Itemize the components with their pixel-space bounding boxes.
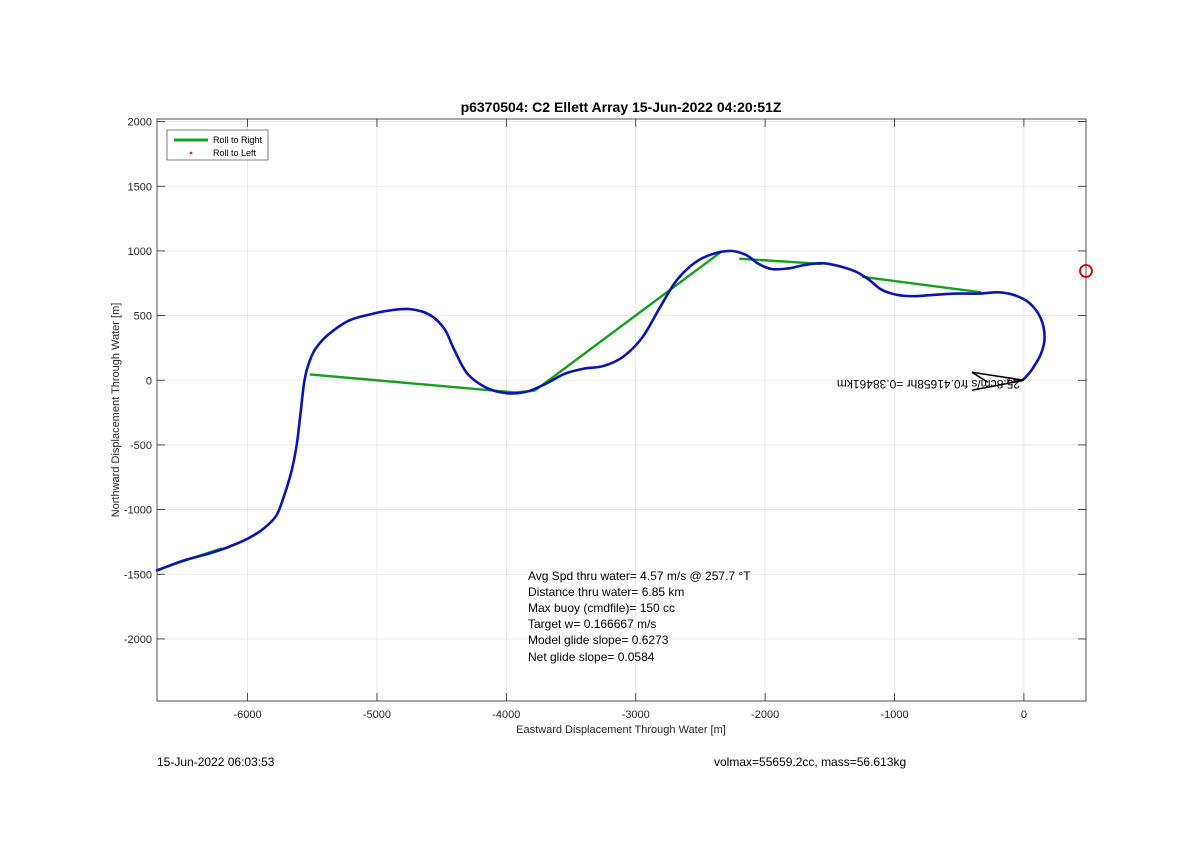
legend-swatch-roll-left [189,151,193,155]
x-tick-label: -5000 [363,709,391,721]
y-tick-label: 0 [146,375,152,387]
stats-block: Avg Spd thru water= 4.57 m/s @ 257.7 °T … [528,569,751,664]
roll-right-segment [862,275,982,294]
y-tick-label: -1000 [124,505,152,517]
legend: Roll to Right Roll to Left [166,129,269,161]
direction-annotation: 25.8cm/s fr0.41658hr =0.38461km [837,377,1020,391]
y-axis-label: Northward Displacement Through Water [m] [110,303,122,518]
x-axis: -6000 -5000 -4000 -3000 -2000 -1000 0 [234,119,1027,721]
stat-model-glide-slope: Model glide slope= 0.6273 [528,633,669,647]
x-tick-label: -1000 [880,709,908,721]
footer-timestamp: 15-Jun-2022 06:03:53 [157,755,275,769]
x-tick-label: -3000 [622,709,650,721]
legend-box [166,129,269,161]
plot-area [156,118,1087,702]
chart-title: p6370504: C2 Ellett Array 15-Jun-2022 04… [461,99,782,115]
stat-max-buoy: Max buoy (cmdfile)= 150 cc [528,601,675,615]
roll-left-point [1006,378,1010,382]
y-tick-label: -1500 [124,569,152,581]
y-tick-label: 500 [134,311,152,323]
footer-vehicle-params: volmax=55659.2cc, mass=56.613kg [714,755,906,769]
grid-lines [157,119,1086,701]
stat-target-w: Target w= 0.166667 m/s [528,617,656,631]
series-layer [155,249,1093,572]
y-axis: -2000 -1500 -1000 -500 0 500 1000 1500 2000 [124,117,1086,646]
x-axis-label: Eastward Displacement Through Water [m] [516,724,726,736]
y-tick-label: -500 [130,440,152,452]
x-tick-label: -4000 [492,709,520,721]
stat-distance: Distance thru water= 6.85 km [528,585,684,599]
x-tick-label: 0 [1021,709,1027,721]
speed-annotation-text: 25.8cm/s fr0.41658hr =0.38461km [837,377,1020,391]
heading-arrow [971,371,1025,392]
stat-net-glide-slope: Net glide slope= 0.0584 [528,650,655,664]
legend-label-roll-right: Roll to Right [213,135,263,145]
y-tick-label: 1000 [128,246,152,258]
x-tick-label: -6000 [234,709,262,721]
y-tick-label: -2000 [124,634,152,646]
dive-track-line [155,249,1046,572]
current-position-marker [1079,264,1093,278]
y-tick-label: 2000 [128,117,152,129]
x-tick-label: -2000 [751,709,779,721]
legend-label-roll-left: Roll to Left [213,148,257,158]
y-tick-label: 1500 [128,181,152,193]
stat-avg-speed: Avg Spd thru water= 4.57 m/s @ 257.7 °T [528,569,751,583]
